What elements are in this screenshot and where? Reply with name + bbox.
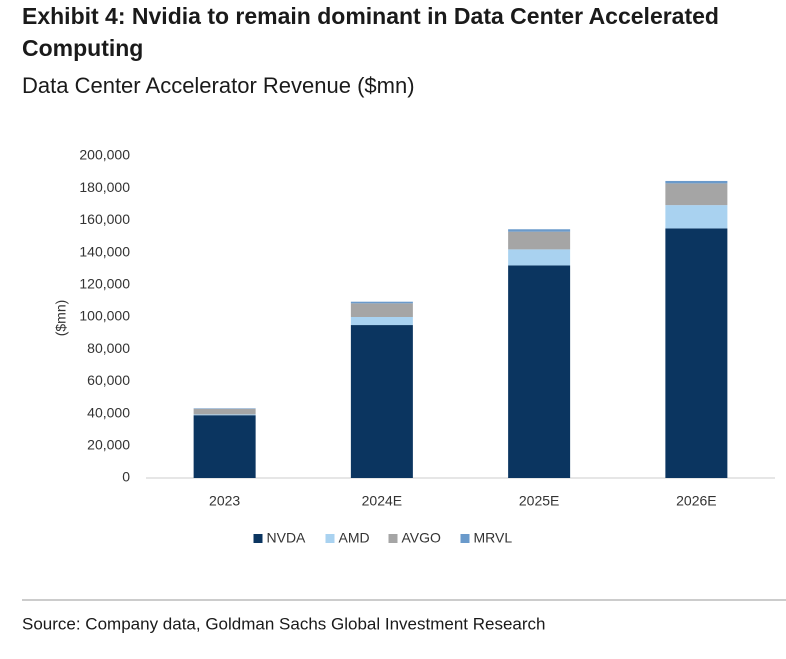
bar-segment	[350, 317, 413, 326]
y-tick-label: 100,000	[79, 308, 130, 324]
legend-label: NVDA	[267, 530, 307, 546]
y-tick-label: 180,000	[79, 179, 130, 195]
y-tick-label: 20,000	[87, 437, 130, 453]
x-tick-label: 2024E	[362, 493, 402, 509]
bar-segment	[508, 249, 571, 266]
legend-swatch	[388, 534, 398, 543]
bar-segment	[508, 229, 571, 232]
bar-segment	[350, 301, 413, 304]
chart-title: Exhibit 4: Nvidia to remain dominant in …	[22, 3, 719, 29]
y-tick-label: 140,000	[79, 243, 130, 259]
x-tick-label: 2026E	[676, 493, 716, 509]
legend-label: AVGO	[402, 530, 442, 546]
bar-segment	[665, 205, 728, 229]
bar-segment	[665, 228, 728, 478]
bar-segment	[665, 183, 728, 206]
bar-segment	[193, 414, 256, 416]
legend-label: AMD	[339, 530, 370, 546]
bar-segment	[350, 325, 413, 478]
legend-label: MRVL	[474, 530, 513, 546]
y-tick-label: 200,000	[79, 147, 130, 163]
chart-subtitle: Data Center Accelerator Revenue ($mn)	[22, 73, 415, 98]
y-tick-label: 0	[122, 469, 130, 485]
legend-swatch	[460, 534, 470, 543]
bar-segment	[350, 303, 413, 317]
x-tick-label: 2025E	[519, 493, 559, 509]
chart-title: Computing	[22, 35, 143, 61]
y-axis-label: ($mn)	[53, 300, 69, 337]
source-note: Source: Company data, Goldman Sachs Glob…	[22, 614, 546, 633]
y-tick-label: 120,000	[79, 276, 130, 292]
bar-segment	[193, 408, 256, 415]
y-tick-label: 80,000	[87, 340, 130, 356]
y-tick-label: 60,000	[87, 372, 130, 388]
bar-segment	[508, 265, 571, 478]
bar-segment	[665, 180, 728, 184]
y-tick-label: 40,000	[87, 404, 130, 420]
legend-swatch	[325, 534, 335, 543]
bar-segment	[508, 231, 571, 250]
bar-segment	[193, 415, 256, 478]
x-tick-label: 2023	[209, 493, 240, 509]
legend-swatch	[253, 534, 263, 543]
y-tick-label: 160,000	[79, 211, 130, 227]
